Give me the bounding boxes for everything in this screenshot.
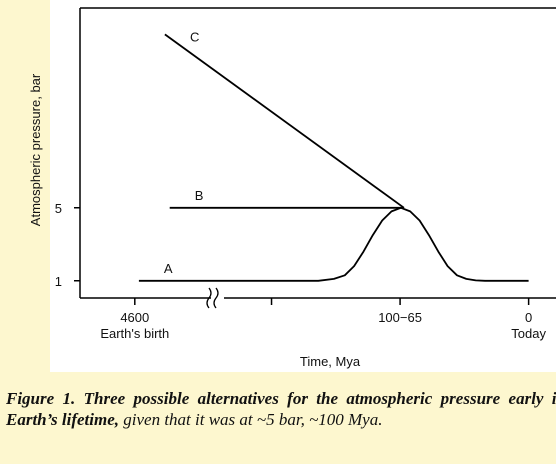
x-tick-sublabel: Earth's birth <box>100 326 169 341</box>
series-label: B <box>195 188 204 203</box>
axis-break <box>206 287 219 309</box>
series-label: C <box>190 29 199 44</box>
series-label: A <box>164 261 173 276</box>
chart: Atmospheric pressure, bar Time, Mya 1 5 46… <box>28 0 556 372</box>
x-tick-label: 4600 <box>120 310 149 325</box>
y-tick-label: 1 <box>55 274 62 289</box>
x-tick-sublabel: Today <box>511 326 546 341</box>
series-line <box>138 206 529 282</box>
chart-panel <box>50 0 556 372</box>
x-axis-label: Time, Mya <box>300 354 361 369</box>
y-axis-label: Atmospheric pressure, bar <box>28 73 43 226</box>
x-tick-label: 100−65 <box>378 310 422 325</box>
caption: Figure 1. Three possible alternatives fo… <box>6 388 556 430</box>
y-tick-label: 5 <box>55 201 62 216</box>
x-tick-label: 0 <box>525 310 532 325</box>
series-line <box>164 33 405 209</box>
caption-rest: given that it was at ~5 bar, ~100 Mya. <box>123 410 383 429</box>
caption-bold: Figure 1. Three possible alternatives fo… <box>6 389 556 429</box>
